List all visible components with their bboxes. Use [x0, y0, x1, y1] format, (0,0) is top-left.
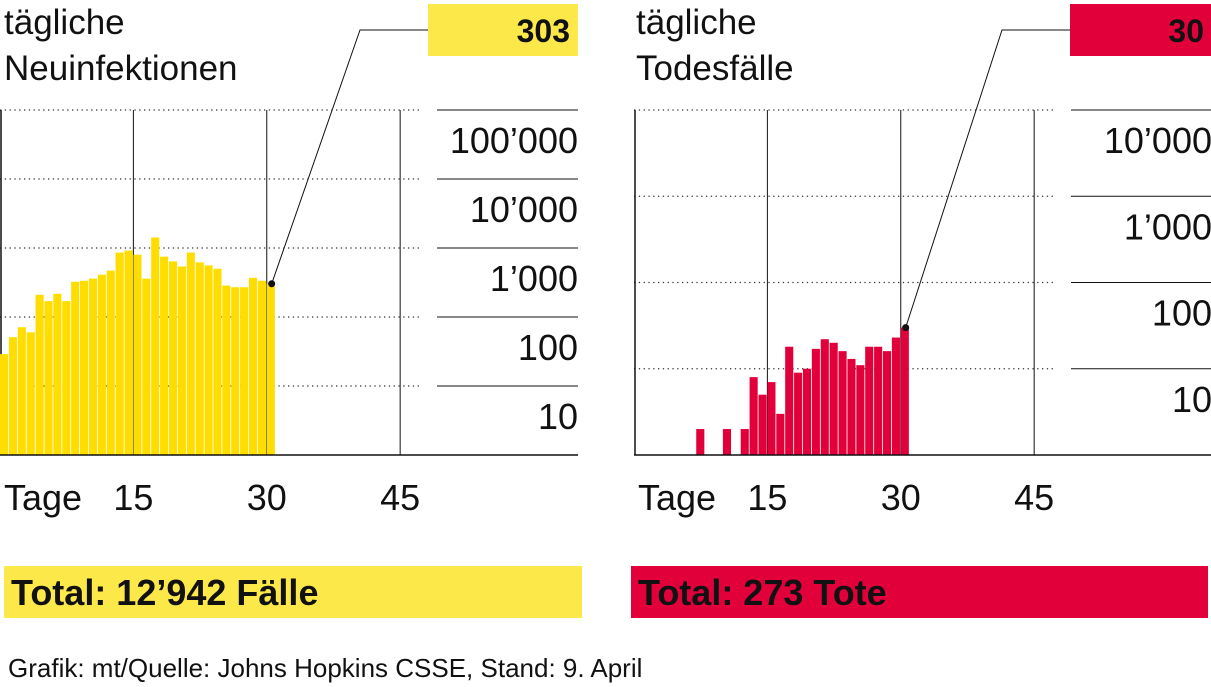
- leader-line: [905, 29, 1070, 328]
- bar: [785, 346, 794, 455]
- callout-box: [428, 4, 578, 56]
- bar: [71, 281, 80, 455]
- bar: [204, 265, 213, 455]
- bar: [168, 261, 178, 455]
- chart-title: tägliche Neuinfektionen: [4, 3, 238, 88]
- bar: [53, 293, 62, 455]
- bar: [802, 368, 812, 455]
- x-tick-label: 15: [113, 477, 153, 518]
- x-axis-label: Tage: [4, 477, 82, 518]
- bar: [195, 262, 204, 455]
- bar: [124, 250, 133, 455]
- bar: [882, 351, 892, 455]
- y-tick-label: 10: [1172, 379, 1211, 420]
- bar: [240, 287, 249, 455]
- bar: [758, 394, 767, 455]
- bar: [874, 346, 883, 455]
- chart-title: tägliche Todesfälle: [636, 3, 794, 88]
- y-tick-label: 100’000: [450, 120, 578, 161]
- bar: [26, 332, 35, 455]
- bar: [35, 294, 44, 455]
- total-box: [631, 566, 1208, 618]
- x-axis-label: Tage: [638, 477, 716, 518]
- x-tick-label: 45: [380, 477, 420, 518]
- bar: [856, 365, 865, 455]
- bar: [865, 346, 874, 455]
- leader-line: [271, 29, 428, 284]
- bar: [794, 372, 803, 455]
- bar: [186, 252, 195, 455]
- bar: [257, 280, 266, 455]
- bar: [900, 327, 909, 455]
- bar: [820, 339, 829, 455]
- bar: [80, 280, 89, 455]
- bar: [811, 348, 820, 455]
- bar: [776, 413, 785, 455]
- y-tick-label: 10’000: [1104, 120, 1211, 161]
- callout-value: 30: [1168, 13, 1204, 49]
- total-label: Total: 273 Tote: [638, 572, 887, 613]
- x-tick-label: 45: [1014, 477, 1054, 518]
- bar: [17, 327, 26, 455]
- bar: [151, 237, 160, 455]
- y-tick-label: 100: [1152, 293, 1211, 334]
- bar: [248, 277, 258, 455]
- bar: [133, 254, 142, 455]
- bar: [767, 382, 776, 455]
- bar: [740, 429, 749, 455]
- callout-box: [1070, 4, 1211, 56]
- bar: [88, 278, 98, 455]
- y-tick-label: 1’000: [490, 258, 578, 299]
- y-tick-label: 100: [518, 327, 578, 368]
- x-tick-label: 15: [747, 477, 787, 518]
- bar: [266, 283, 275, 455]
- bar: [222, 285, 231, 455]
- bar: [847, 358, 856, 455]
- total-box: [4, 566, 582, 618]
- bar: [106, 270, 115, 455]
- bar: [829, 342, 838, 455]
- bar: [749, 377, 758, 455]
- bar: [891, 337, 900, 455]
- bar: [177, 266, 186, 455]
- y-tick-label: 1’000: [1124, 206, 1211, 247]
- y-tick-label: 10: [538, 396, 578, 437]
- bar: [97, 274, 106, 455]
- bar: [231, 287, 240, 455]
- bar: [142, 278, 151, 455]
- leader-dot: [902, 324, 910, 332]
- total-label: Total: 12’942 Fälle: [11, 572, 318, 613]
- bar: [44, 301, 53, 455]
- bar: [722, 429, 732, 455]
- bar: [62, 301, 71, 455]
- bar: [696, 429, 705, 455]
- x-tick-label: 30: [247, 477, 287, 518]
- callout-value: 303: [517, 13, 570, 49]
- bar: [213, 268, 222, 455]
- source: Grafik: mt/Quelle: Johns Hopkins CSSE, S…: [8, 653, 642, 683]
- x-tick-label: 30: [881, 477, 921, 518]
- bar: [115, 252, 124, 455]
- bar: [0, 354, 9, 455]
- y-tick-label: 10’000: [470, 189, 578, 230]
- bar: [838, 351, 847, 455]
- bar: [8, 337, 17, 455]
- bar: [160, 256, 169, 455]
- leader-dot: [268, 280, 276, 288]
